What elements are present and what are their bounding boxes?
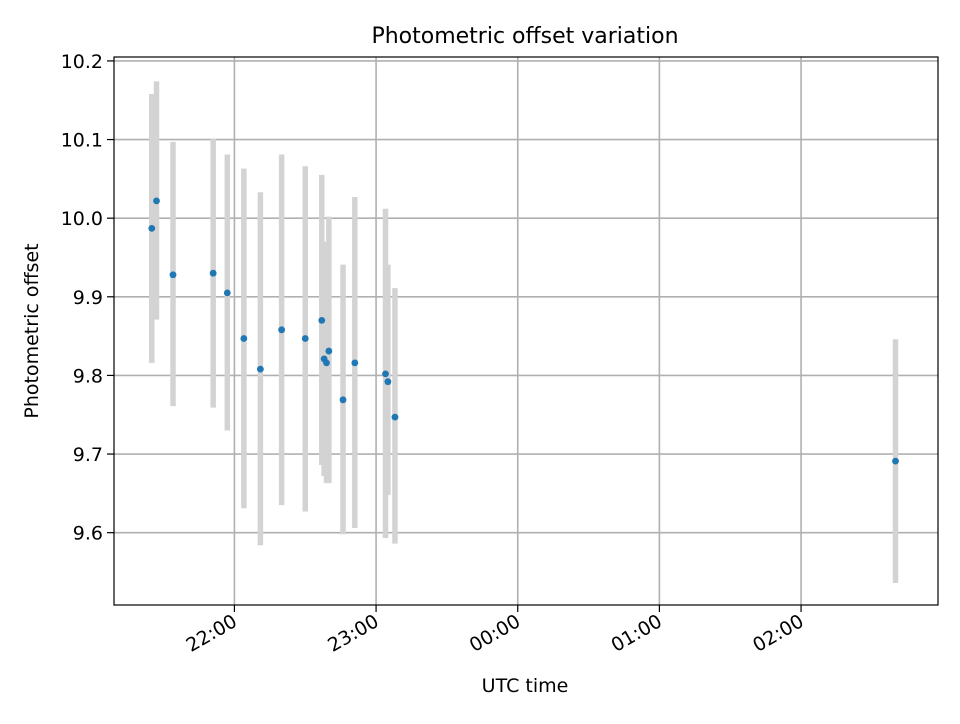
y-tick-label: 9.9 xyxy=(73,287,103,309)
y-axis-ticks: 9.6 9.7 9.8 9.9 10.0 10.1 10.2 xyxy=(61,51,114,545)
y-axis-label: Photometric offset xyxy=(21,243,43,418)
data-point xyxy=(892,457,899,465)
data-point xyxy=(169,271,177,279)
data-point xyxy=(351,359,359,367)
data-point xyxy=(325,347,333,355)
y-tick-label: 9.7 xyxy=(73,444,103,466)
data-point xyxy=(301,335,309,342)
data-point xyxy=(209,269,217,277)
y-tick-label: 10.0 xyxy=(61,208,103,230)
data-point xyxy=(148,224,156,232)
y-tick-label: 9.8 xyxy=(73,365,103,387)
data-point xyxy=(153,197,160,205)
y-tick-label: 9.6 xyxy=(73,523,103,545)
data-point xyxy=(391,413,399,421)
data-point xyxy=(223,289,231,297)
data-point xyxy=(318,316,326,324)
data-points xyxy=(148,197,899,465)
data-point xyxy=(382,370,389,378)
grid xyxy=(114,57,938,605)
data-point xyxy=(256,365,264,373)
y-tick-label: 10.2 xyxy=(61,51,103,73)
data-point xyxy=(339,396,347,404)
data-point xyxy=(384,378,392,386)
data-point xyxy=(323,359,330,367)
plot-frame xyxy=(113,56,939,606)
data-point xyxy=(278,326,286,334)
data-point xyxy=(240,335,248,342)
x-axis-label: UTC time xyxy=(482,675,569,697)
chart-title: Photometric offset variation xyxy=(371,24,678,49)
y-tick-label: 10.1 xyxy=(61,130,103,152)
